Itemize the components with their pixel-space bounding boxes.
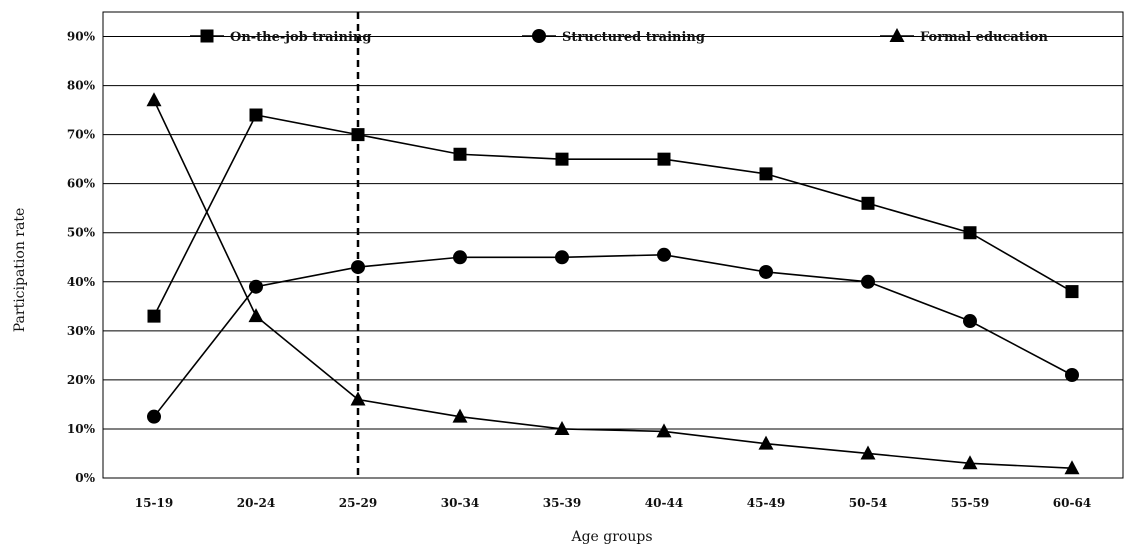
x-tick-label: 40-44 <box>645 496 683 510</box>
series-line <box>153 99 1073 469</box>
data-point-square <box>759 167 773 181</box>
legend-label: On-the-job training <box>230 30 371 45</box>
x-tick-label: 20-24 <box>237 496 275 510</box>
data-point-triangle <box>554 420 570 435</box>
series-0 <box>147 108 1079 323</box>
data-point-triangle <box>758 435 774 450</box>
y-tick-label: 80% <box>67 79 96 93</box>
data-point-square <box>249 108 263 122</box>
x-tick-label: 60-64 <box>1053 496 1091 510</box>
x-axis-title: Age groups <box>570 529 652 544</box>
data-point-triangle <box>350 391 366 406</box>
data-point-square <box>453 147 467 161</box>
y-tick-label: 10% <box>67 422 96 436</box>
x-tick-label: 55-59 <box>951 496 989 510</box>
y-tick-label: 50% <box>67 226 96 240</box>
x-tick-label: 50-54 <box>849 496 887 510</box>
x-axis-ticks: 15-19 20-24 25-29 30-34 35-39 40-44 45-49 50-54… <box>135 496 1091 510</box>
data-point-circle <box>657 247 671 262</box>
series-2 <box>146 92 1080 475</box>
legend-marker-circle <box>532 29 546 43</box>
legend-item: On-the-job training <box>190 29 371 45</box>
legend-marker-square <box>200 29 214 43</box>
data-point-circle <box>759 264 773 279</box>
data-point-circle <box>1065 367 1079 382</box>
data-point-triangle <box>452 408 468 423</box>
series-line <box>153 254 1073 418</box>
series-line <box>153 114 1073 317</box>
data-point-square <box>147 309 161 323</box>
data-point-square <box>963 226 977 240</box>
data-point-triangle <box>656 423 672 438</box>
y-tick-label: 0% <box>75 471 95 485</box>
series-group <box>146 92 1080 475</box>
x-tick-label: 45-49 <box>747 496 785 510</box>
data-point-square <box>861 196 875 210</box>
legend: On-the-job training Structured training Fo… <box>190 28 1048 45</box>
data-point-circle <box>963 314 977 329</box>
data-point-triangle <box>860 445 876 460</box>
data-point-triangle <box>248 308 264 323</box>
legend-item: Formal education <box>880 28 1048 45</box>
grid-lines <box>103 36 1123 479</box>
y-tick-label: 40% <box>67 275 96 289</box>
plot-area-border <box>102 11 1124 479</box>
x-tick-label: 15-19 <box>135 496 173 510</box>
series-1 <box>147 247 1079 424</box>
data-point-square <box>657 152 671 166</box>
data-point-circle <box>453 250 467 265</box>
data-point-circle <box>249 279 263 294</box>
y-axis-ticks: 0% 10% 20% 30% 40% 50% 60% 70% 80% 90% <box>67 30 96 485</box>
x-tick-label: 30-34 <box>441 496 479 510</box>
data-point-triangle <box>1064 460 1080 475</box>
x-tick-label: 35-39 <box>543 496 581 510</box>
y-tick-label: 60% <box>67 177 96 191</box>
y-axis-title: Participation rate <box>12 208 28 333</box>
data-point-square <box>555 152 569 166</box>
y-tick-label: 70% <box>67 128 96 142</box>
y-tick-label: 20% <box>67 373 96 387</box>
y-tick-label: 30% <box>67 324 96 338</box>
y-tick-label: 90% <box>67 30 96 44</box>
data-point-circle <box>351 260 365 275</box>
data-point-square <box>351 128 365 142</box>
legend-label: Structured training <box>562 30 705 45</box>
data-point-triangle <box>962 455 978 470</box>
legend-label: Formal education <box>920 30 1048 45</box>
legend-marker-triangle <box>889 28 905 42</box>
data-point-circle <box>147 409 161 424</box>
data-point-square <box>1065 285 1079 299</box>
legend-item: Structured training <box>522 29 705 45</box>
data-point-circle <box>555 250 569 265</box>
data-point-triangle <box>146 92 162 107</box>
x-tick-label: 25-29 <box>339 496 377 510</box>
data-point-circle <box>861 274 875 289</box>
